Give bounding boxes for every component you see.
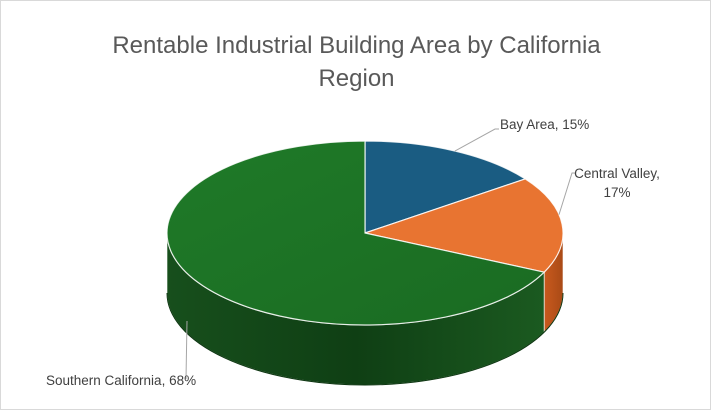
data-labels: Bay Area, 15% Central Valley, 17% Southern … — [46, 117, 660, 388]
pie-slice-southern-california — [166, 140, 546, 326]
pie-slice-bay-area — [364, 140, 527, 234]
chart-title-line-2: Region — [318, 65, 395, 92]
chart-title-line-1: Rentable Industrial Building Area by Cal… — [112, 32, 601, 59]
leader-line-bay-area — [454, 128, 499, 152]
data-label-southern-california: Southern California, 68% — [46, 373, 196, 388]
pie-group — [166, 140, 564, 386]
data-label-central-valley-line-1: Central Valley, — [574, 166, 660, 181]
chart-title: Rentable Industrial Building Area by Cal… — [1, 29, 710, 95]
data-label-bay-area: Bay Area, 15% — [500, 117, 589, 132]
leader-line-southern-california — [185, 320, 188, 380]
pie-base-rim — [166, 292, 564, 386]
leader-line-central-valley — [558, 172, 576, 215]
pie-slice-central-valley — [362, 178, 564, 273]
data-label-central-valley-line-2: 17% — [603, 185, 630, 200]
